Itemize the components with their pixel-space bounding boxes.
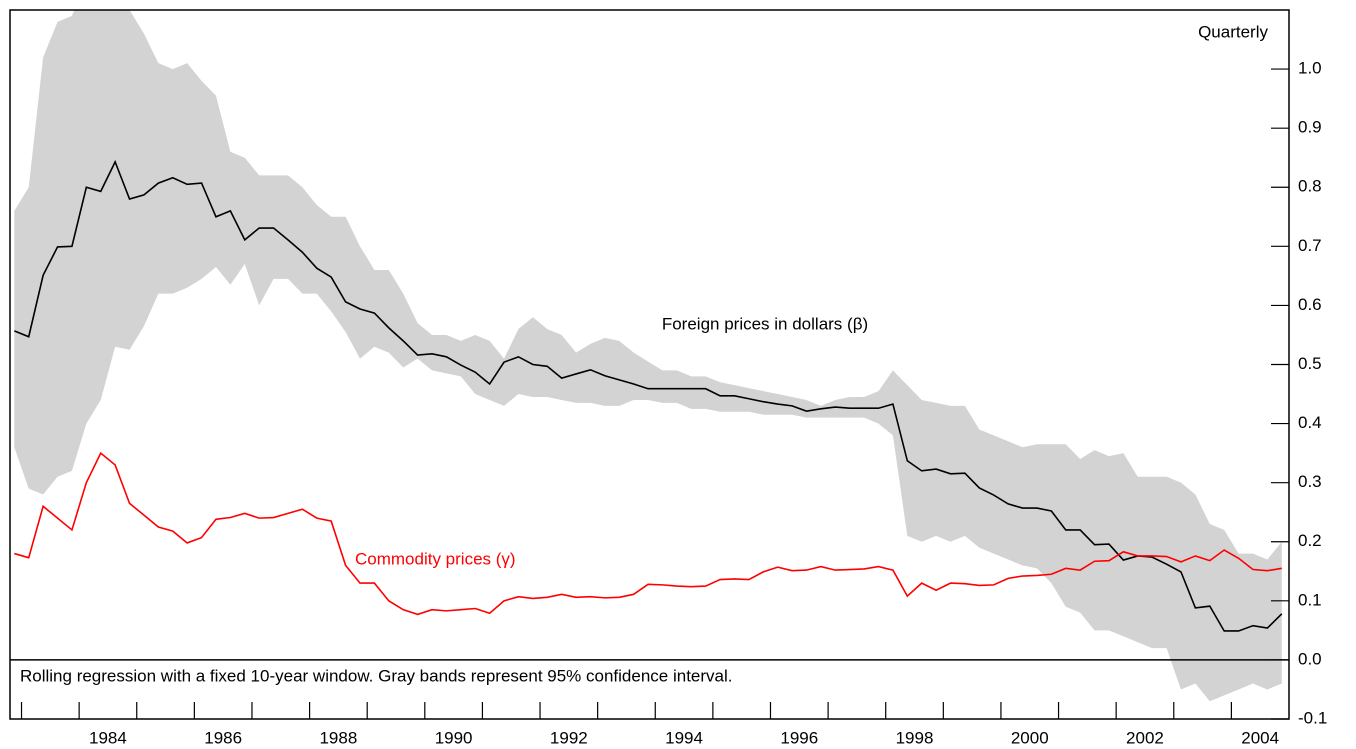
chart-note: Rolling regression with a fixed 10-year … — [20, 666, 733, 685]
y-tick-label: 0.2 — [1298, 531, 1322, 550]
confidence-band — [14, 10, 1282, 702]
y-tick-label: 0.9 — [1298, 118, 1322, 137]
y-tick-label: 0.8 — [1298, 177, 1322, 196]
y-tick-label: -0.1 — [1298, 708, 1327, 727]
x-tick-label: 1984 — [89, 728, 127, 747]
y-tick-label: 1.0 — [1298, 59, 1322, 78]
x-tick-label: 1990 — [435, 728, 473, 747]
series-label: Foreign prices in dollars (β) — [662, 314, 868, 333]
y-tick-label: 0.6 — [1298, 295, 1322, 314]
plot-area — [14, 10, 1283, 702]
x-tick-label: 1988 — [319, 728, 357, 747]
x-tick-label: 2002 — [1126, 728, 1164, 747]
y-tick-label: 0.4 — [1298, 413, 1322, 432]
y-tick-label: 0.7 — [1298, 236, 1322, 255]
y-tick-label: 0.3 — [1298, 472, 1322, 491]
x-tick-label: 1994 — [665, 728, 703, 747]
x-tick-label: 2000 — [1011, 728, 1049, 747]
x-tick-label: 1986 — [204, 728, 242, 747]
y-tick-label: 0.0 — [1298, 649, 1322, 668]
x-tick-label: 1996 — [780, 728, 818, 747]
series-line — [14, 451, 1282, 616]
x-tick-label: 1992 — [550, 728, 588, 747]
y-tick-label: 0.1 — [1298, 590, 1322, 609]
x-tick-label: 2004 — [1241, 728, 1279, 747]
series-line — [14, 159, 1283, 632]
x-tick-label: 1998 — [896, 728, 934, 747]
y-tick-label: 0.5 — [1298, 354, 1322, 373]
series-label: Commodity prices (γ) — [355, 549, 516, 568]
chart-subtitle: Quarterly — [1198, 22, 1268, 41]
